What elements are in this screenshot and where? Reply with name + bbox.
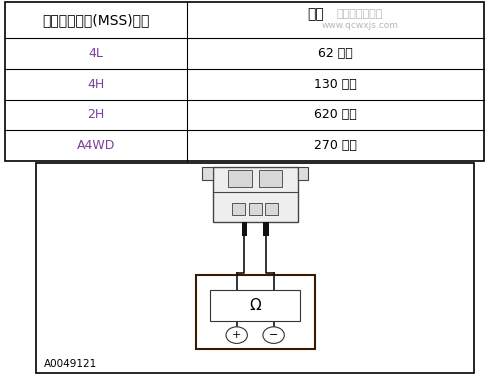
Bar	[259, 170, 282, 187]
Bar	[232, 203, 245, 215]
Bar	[195, 275, 315, 349]
Bar	[202, 167, 213, 180]
Bar	[248, 203, 262, 215]
Text: A4WD: A4WD	[77, 139, 115, 152]
Text: www.qcwxjs.com: www.qcwxjs.com	[321, 21, 398, 30]
Circle shape	[226, 327, 247, 343]
Text: 模式选择开关(MSS)位置: 模式选择开关(MSS)位置	[42, 13, 150, 27]
Text: 62 欧姆: 62 欧姆	[318, 47, 353, 60]
Text: 4H: 4H	[87, 78, 104, 90]
Bar	[263, 222, 269, 236]
Text: −: −	[269, 330, 278, 340]
Text: 2H: 2H	[87, 109, 104, 121]
Text: Ω: Ω	[249, 298, 261, 313]
Bar	[242, 222, 247, 236]
Text: 270 欧姆: 270 欧姆	[314, 139, 357, 152]
Bar	[210, 290, 300, 321]
Text: 130 欧姆: 130 欧姆	[314, 78, 357, 90]
Circle shape	[263, 327, 284, 343]
Bar	[213, 167, 297, 222]
Bar	[297, 167, 309, 180]
Text: A0049121: A0049121	[44, 359, 97, 369]
Bar	[36, 163, 474, 373]
Text: 电阻: 电阻	[308, 7, 324, 21]
Text: 汽车维修技术网: 汽车维修技术网	[336, 9, 383, 19]
Bar	[265, 203, 278, 215]
Bar	[228, 170, 252, 187]
Text: 4L: 4L	[88, 47, 104, 60]
Text: 620 欧姆: 620 欧姆	[314, 109, 357, 121]
Text: +: +	[232, 330, 242, 340]
Bar	[5, 2, 484, 161]
